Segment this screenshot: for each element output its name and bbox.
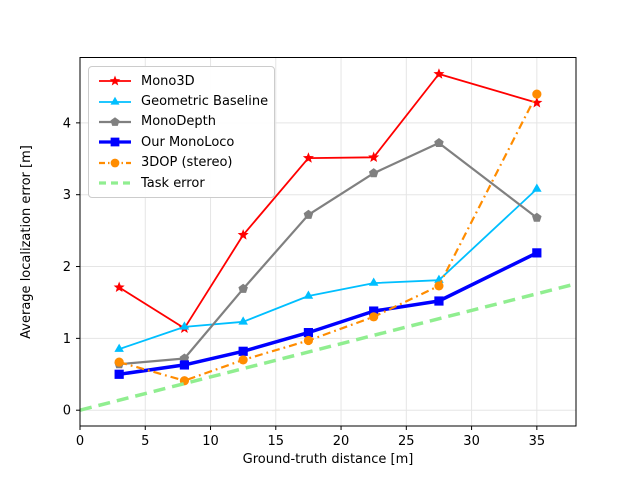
series-marker-3dop-stereo — [303, 335, 314, 346]
series-marker-mono3d — [433, 68, 445, 79]
series-our-monoloco — [114, 248, 542, 379]
legend-marker-mono3d-icon — [99, 75, 131, 86]
series-layer — [79, 68, 577, 412]
x-tick-label: 0 — [76, 434, 84, 449]
series-marker-3dop-stereo — [369, 312, 379, 322]
series-marker-geometric-baseline — [532, 183, 542, 192]
legend-label: 3DOP (stereo) — [141, 155, 233, 171]
x-tick-label: 25 — [398, 434, 415, 449]
series-3dop-stereo — [114, 89, 542, 386]
legend-item-3dop-stereo: 3DOP (stereo) — [98, 153, 265, 173]
series-marker-monodepth — [532, 212, 542, 222]
legend: Mono3D Geometric Baseline MonoDepth Our Mon… — [88, 66, 275, 199]
series-marker-our-monoloco — [434, 296, 444, 306]
legend-item-monodepth: MonoDepth — [98, 112, 265, 132]
x-tick-label: 35 — [529, 434, 546, 449]
legend-item-task-error: Task error — [98, 173, 265, 193]
series-marker-our-monoloco — [532, 248, 542, 258]
legend-marker-sample — [110, 96, 120, 105]
series-marker-mono3d — [368, 151, 380, 163]
series-marker-3dop-stereo — [114, 357, 124, 367]
legend-marker-task-error-icon — [99, 181, 131, 185]
series-marker-monodepth — [179, 353, 190, 363]
series-task-error — [79, 282, 577, 412]
series-marker-3dop-stereo — [434, 281, 444, 291]
legend-item-geometric-baseline: Geometric Baseline — [98, 91, 269, 111]
series-marker-mono3d — [531, 96, 543, 108]
series-marker-monodepth — [368, 168, 379, 178]
x-tick-label: 5 — [141, 434, 149, 449]
ticks: 0 5 10 15 20 25 30 35 0 1 2 3 4 — [63, 116, 545, 449]
y-axis-label: Average localization error [m] — [19, 145, 34, 339]
series-marker-mono3d — [302, 152, 314, 163]
legend-item-mono3d: Mono3D — [98, 71, 265, 91]
y-tick-label: 2 — [63, 260, 71, 275]
series-marker-monodepth — [238, 283, 248, 293]
series-marker-geometric-baseline — [303, 290, 314, 299]
x-tick-label: 15 — [268, 434, 285, 449]
legend-marker-monodepth-icon — [99, 117, 131, 126]
legend-label: Geometric Baseline — [141, 94, 269, 110]
series-marker-geometric-baseline — [179, 321, 190, 330]
legend-label: Task error — [141, 175, 205, 191]
legend-marker-sample — [110, 117, 120, 126]
series-marker-geometric-baseline — [368, 277, 379, 286]
y-tick-label: 0 — [63, 404, 71, 419]
series-line-task-error — [79, 282, 577, 412]
y-tick-label: 4 — [63, 116, 71, 131]
series-marker-monodepth — [303, 209, 314, 219]
x-tick-label: 30 — [463, 434, 480, 449]
series-marker-our-monoloco — [114, 369, 124, 379]
axes — [79, 57, 577, 427]
series-marker-our-monoloco — [369, 306, 379, 316]
legend-marker-sample — [109, 75, 121, 86]
series-marker-mono3d — [237, 229, 249, 240]
series-marker-monodepth — [434, 137, 444, 148]
legend-label: MonoDepth — [141, 114, 216, 130]
legend-marker-sample — [110, 158, 120, 168]
legend-label: Mono3D — [141, 73, 195, 89]
legend-marker-sample — [110, 137, 120, 147]
legend-marker-our-monoloco-icon — [99, 137, 131, 147]
legend-item-our-monoloco: Our MonoLoco — [98, 132, 265, 152]
plot-border — [79, 57, 577, 427]
series-marker-geometric-baseline — [238, 316, 248, 325]
series-marker-3dop-stereo — [238, 355, 248, 365]
series-marker-geometric-baseline — [114, 343, 124, 352]
series-marker-our-monoloco — [303, 328, 314, 338]
legend-marker-3dop-stereo-icon — [99, 158, 131, 168]
series-marker-mono3d — [113, 281, 125, 293]
x-axis-label: Ground-truth distance [m] — [243, 452, 414, 467]
legend-marker-geometric-baseline-icon — [99, 96, 131, 105]
series-marker-3dop-stereo — [532, 89, 542, 99]
x-tick-label: 20 — [333, 434, 350, 449]
y-tick-label: 3 — [63, 188, 71, 203]
series-marker-our-monoloco — [238, 346, 248, 356]
series-marker-our-monoloco — [179, 360, 190, 370]
y-tick-label: 1 — [63, 332, 71, 347]
x-tick-label: 10 — [202, 434, 219, 449]
legend-label: Our MonoLoco — [141, 134, 235, 150]
